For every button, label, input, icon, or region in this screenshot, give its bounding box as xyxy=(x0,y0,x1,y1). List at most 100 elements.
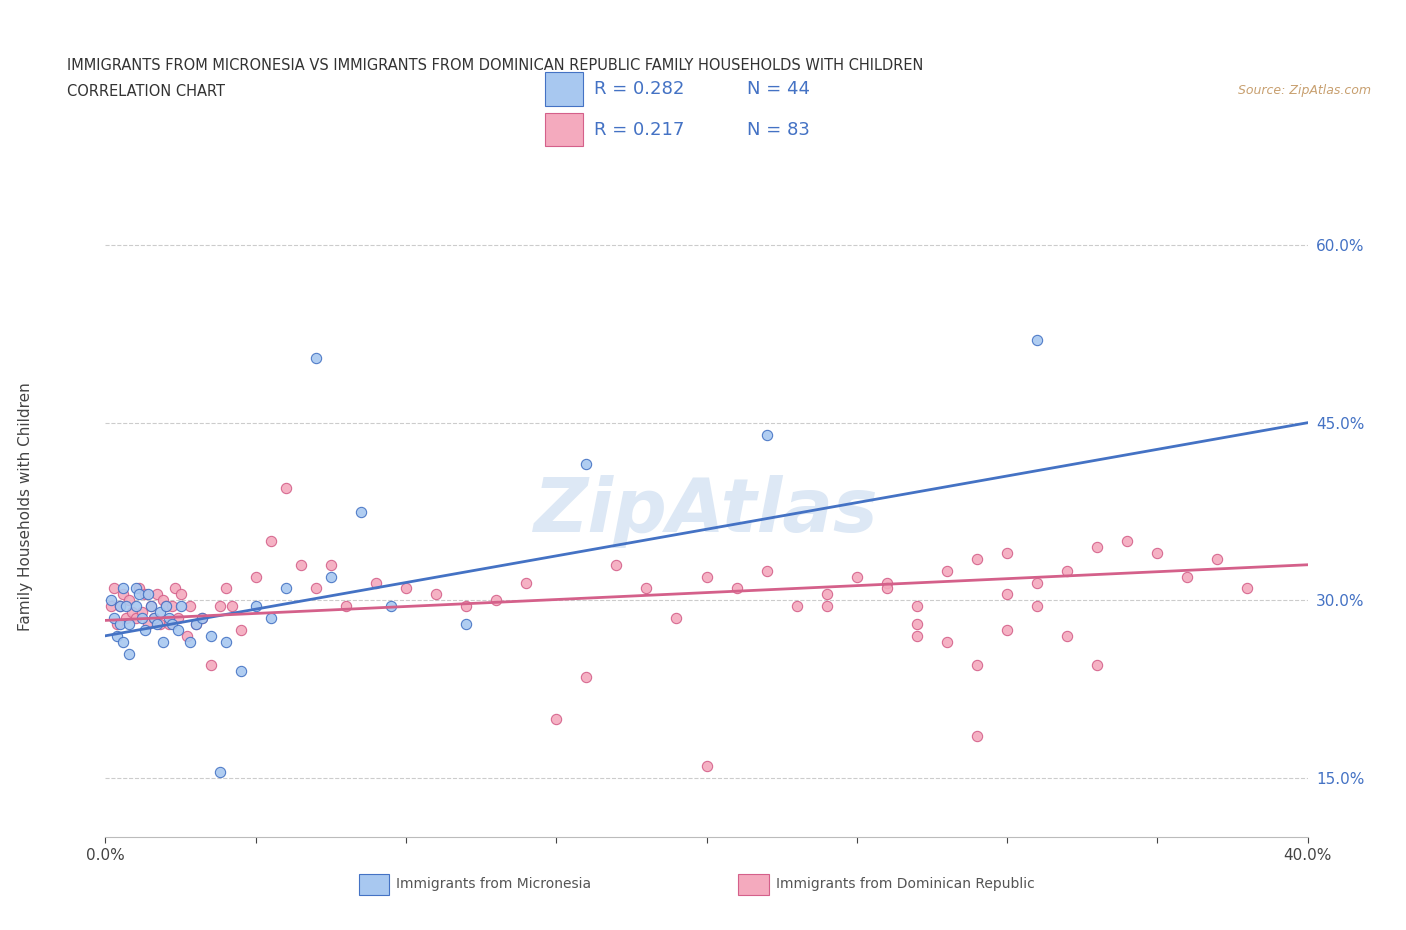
Point xyxy=(575,457,598,472)
Point xyxy=(995,587,1018,602)
Point xyxy=(121,604,143,619)
Point xyxy=(110,599,132,614)
Point xyxy=(815,599,838,614)
Point xyxy=(454,599,477,614)
Point xyxy=(200,629,222,644)
Point xyxy=(214,634,236,649)
Point xyxy=(136,617,159,631)
Point xyxy=(148,604,170,619)
Point xyxy=(160,599,183,614)
Point xyxy=(454,617,477,631)
Point xyxy=(139,599,162,614)
Point xyxy=(665,611,688,626)
Point xyxy=(112,634,135,649)
Point xyxy=(305,351,328,365)
Point xyxy=(905,599,928,614)
Point xyxy=(131,604,153,619)
Point xyxy=(221,599,243,614)
Point xyxy=(786,599,808,614)
Point xyxy=(214,581,236,596)
Text: N = 83: N = 83 xyxy=(747,121,810,139)
Point xyxy=(755,564,778,578)
Point xyxy=(876,575,898,590)
Point xyxy=(1236,581,1258,596)
Point xyxy=(1026,332,1049,347)
Text: Family Households with Children: Family Households with Children xyxy=(18,382,32,631)
Point xyxy=(305,581,328,596)
Point xyxy=(845,569,868,584)
Point xyxy=(124,581,146,596)
Point xyxy=(134,622,156,637)
Point xyxy=(1206,551,1229,566)
Point xyxy=(905,629,928,644)
Point xyxy=(128,581,150,596)
Point xyxy=(107,617,129,631)
Point xyxy=(350,504,373,519)
Point xyxy=(152,634,174,649)
Point xyxy=(245,569,267,584)
Text: Immigrants from Micronesia: Immigrants from Micronesia xyxy=(396,877,592,892)
Text: ZipAtlas: ZipAtlas xyxy=(534,475,879,548)
Point xyxy=(274,581,297,596)
Point xyxy=(936,634,959,649)
Point xyxy=(425,587,447,602)
FancyBboxPatch shape xyxy=(546,113,582,146)
Point xyxy=(115,611,138,626)
Point xyxy=(169,587,191,602)
Point xyxy=(575,670,598,684)
Text: N = 44: N = 44 xyxy=(747,80,810,98)
Point xyxy=(115,599,138,614)
Point xyxy=(364,575,387,590)
Point xyxy=(134,587,156,602)
Point xyxy=(103,611,125,626)
Point xyxy=(290,557,312,572)
Point xyxy=(696,569,718,584)
Point xyxy=(696,759,718,774)
Point xyxy=(1085,539,1108,554)
Point xyxy=(110,617,132,631)
Point xyxy=(260,611,283,626)
Point xyxy=(380,599,402,614)
Point xyxy=(184,617,207,631)
Point xyxy=(485,592,508,607)
Point xyxy=(208,764,231,779)
Point xyxy=(112,581,135,596)
Point xyxy=(103,581,125,596)
Point xyxy=(725,581,748,596)
Point xyxy=(1116,534,1139,549)
Text: CORRELATION CHART: CORRELATION CHART xyxy=(67,84,225,99)
Point xyxy=(112,587,135,602)
Point xyxy=(157,617,180,631)
Text: Source: ZipAtlas.com: Source: ZipAtlas.com xyxy=(1237,84,1371,97)
Point xyxy=(966,658,988,672)
Point xyxy=(118,617,141,631)
Point xyxy=(128,587,150,602)
Point xyxy=(190,611,212,626)
Point xyxy=(876,581,898,596)
Point xyxy=(319,569,342,584)
Point xyxy=(995,622,1018,637)
Point xyxy=(131,611,153,626)
Point xyxy=(1056,629,1078,644)
Point xyxy=(905,617,928,631)
Point xyxy=(335,599,357,614)
Point xyxy=(1146,546,1168,561)
FancyBboxPatch shape xyxy=(546,73,582,106)
Point xyxy=(148,617,170,631)
Point xyxy=(184,617,207,631)
Point xyxy=(815,587,838,602)
Text: R = 0.217: R = 0.217 xyxy=(593,121,685,139)
Point xyxy=(274,481,297,496)
Point xyxy=(152,592,174,607)
Point xyxy=(1026,575,1049,590)
Point xyxy=(208,599,231,614)
Point xyxy=(755,427,778,442)
Point xyxy=(163,581,186,596)
Point xyxy=(136,587,159,602)
Point xyxy=(110,599,132,614)
Point xyxy=(260,534,283,549)
Point xyxy=(107,629,129,644)
Point xyxy=(1026,599,1049,614)
Point xyxy=(319,557,342,572)
Point xyxy=(124,599,146,614)
